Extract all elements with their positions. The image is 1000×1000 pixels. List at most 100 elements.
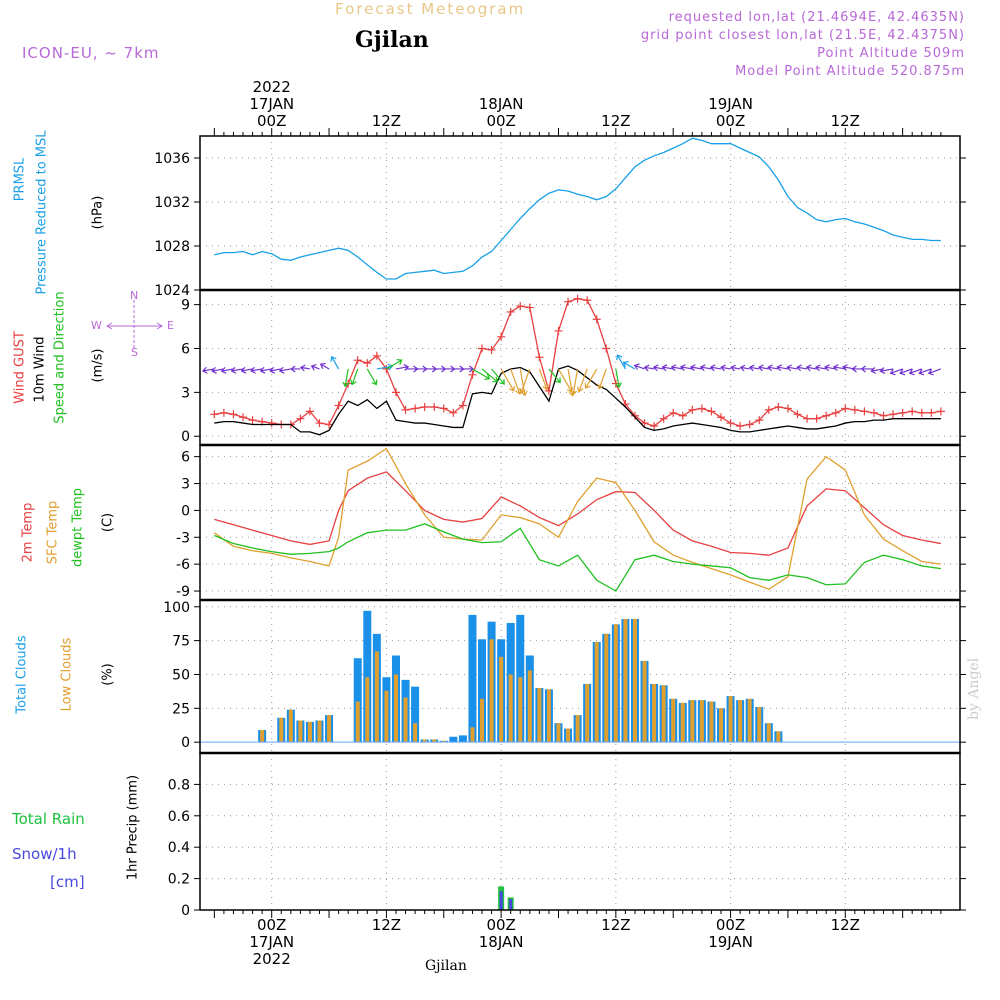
wind-direction-arrow (443, 365, 456, 373)
gust-marker (439, 404, 448, 413)
total-cloud-bar (458, 735, 467, 743)
series-line-sfc (213, 447, 941, 590)
y-tick-label: 6 (181, 341, 190, 357)
time-label-bottom: 00Z (486, 916, 515, 934)
y-tick-label: 0 (181, 735, 190, 751)
y-tick-label: 1028 (154, 239, 190, 255)
y-tick-label: 75 (172, 634, 190, 650)
gust-marker (248, 416, 257, 425)
low-cloud-bar (661, 685, 666, 743)
gust-marker (860, 407, 869, 416)
gust-marker (353, 356, 362, 365)
panel-frame (199, 752, 961, 911)
y-tick-label: 50 (172, 667, 190, 683)
wind-direction-arrow (633, 363, 645, 370)
gust-marker (889, 410, 898, 419)
low-cloud-bar (480, 698, 485, 743)
low-cloud-bar (652, 683, 657, 743)
wind-direction-arrow (201, 366, 215, 374)
low-cloud-bar (738, 700, 743, 743)
time-label-top: 12Z (831, 112, 860, 130)
gust-marker (506, 307, 515, 316)
gust-marker (210, 410, 219, 419)
wind-direction-arrow (434, 365, 447, 373)
wind-direction-arrow (757, 364, 769, 372)
low-cloud-bar (441, 740, 446, 743)
wind-direction-arrow (319, 362, 330, 370)
gust-marker (372, 351, 381, 360)
compass-south: S (131, 346, 138, 359)
wind-direction-arrow (230, 366, 244, 374)
wind-direction-arrow (899, 368, 913, 376)
gust-marker (583, 296, 592, 305)
low-cloud-bar (546, 689, 551, 743)
wind-direction-arrow (472, 368, 491, 380)
low-cloud-bar (307, 721, 312, 743)
wind-direction-arrow (699, 364, 712, 372)
low-cloud-bar (374, 651, 379, 743)
time-label-bottom: 19JAN (708, 933, 753, 951)
gust-marker (325, 420, 334, 429)
wind-direction-arrow (570, 368, 579, 396)
total-cloud-bar (449, 736, 458, 743)
gust-marker (449, 408, 458, 417)
wind-direction-arrow (453, 365, 465, 373)
gust-marker (497, 332, 506, 341)
time-label-top: 00Z (716, 112, 745, 130)
low-cloud-bar (757, 706, 762, 743)
model-altitude: Model Point Altitude 520.875m (735, 64, 965, 79)
gust-marker (707, 407, 716, 416)
low-cloud-bar (728, 696, 733, 743)
low-cloud-bar (393, 674, 398, 743)
y-tick-label: 0 (181, 503, 190, 519)
y-tick-label: 3 (181, 385, 190, 401)
wind-direction-arrow (622, 361, 636, 370)
wind-direction-arrow (889, 368, 903, 376)
gust-marker (640, 419, 649, 428)
wind-direction-arrow (824, 364, 836, 372)
wind-direction-arrow (739, 364, 750, 372)
low-cloud-bar (747, 698, 752, 743)
gust-marker (908, 407, 917, 416)
low-cloud-bar (288, 709, 293, 743)
gust-marker (650, 421, 659, 430)
gust-marker (592, 315, 601, 324)
gust-marker (688, 405, 697, 414)
wind-direction-arrow (491, 368, 505, 385)
gust-marker (774, 402, 783, 411)
wind-direction-arrow (689, 364, 702, 372)
gust-marker (726, 419, 735, 428)
y-tick-label: 6 (181, 450, 190, 466)
wind-direction-arrow (908, 368, 922, 376)
gust-marker (602, 344, 611, 353)
point-altitude: Point Altitude 509m (817, 46, 965, 61)
wind-direction-arrow (584, 368, 598, 389)
chart-title: Forecast Meteogram (335, 0, 526, 18)
wind-direction-arrow (776, 364, 789, 372)
gust-marker (535, 353, 544, 362)
wind-direction-arrow (786, 364, 798, 372)
low-cloud-bar (642, 660, 647, 743)
wind-direction-arrow (538, 368, 549, 391)
low-cloud-bar (566, 728, 571, 743)
wind-direction-arrow (805, 364, 817, 372)
wind-direction-arrow (259, 366, 272, 374)
y-tick-label: -9 (176, 584, 190, 600)
wind-direction-arrow (670, 364, 683, 372)
wind-direction-arrow (597, 368, 607, 390)
series-line-prmsl (214, 137, 941, 280)
wind-direction-arrow (386, 358, 403, 370)
y-tick-label: 1036 (154, 151, 190, 167)
wind-direction-arrow (269, 366, 282, 374)
low-cloud-bar (537, 688, 542, 743)
gust-marker (822, 411, 831, 420)
low-cloud-bar (623, 618, 628, 743)
y-tick-label: 0 (181, 429, 190, 445)
total-cloud-bar (468, 614, 477, 743)
time-label-bottom: 17JAN (249, 933, 294, 951)
wind-direction-arrow (211, 366, 225, 374)
time-label-top: 17JAN (249, 95, 294, 113)
time-label-bottom: 12Z (601, 916, 630, 934)
gust-marker (927, 408, 936, 417)
low-cloud-bar (499, 656, 504, 743)
